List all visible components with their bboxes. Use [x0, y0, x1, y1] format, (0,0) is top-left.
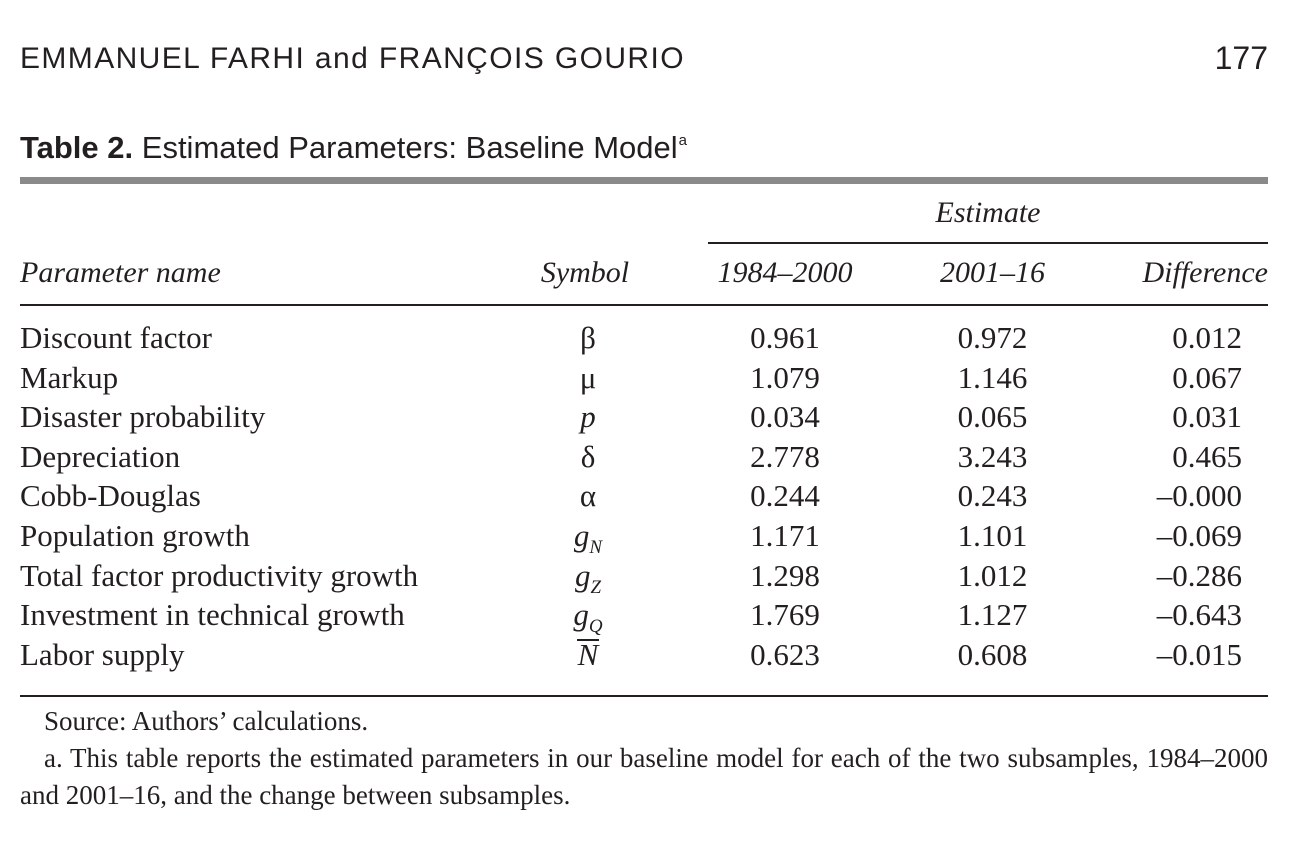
table-title-text: Estimated Parameters: Baseline Model	[141, 130, 678, 165]
table-title: Table 2. Estimated Parameters: Baseline …	[20, 130, 687, 166]
value-1984-2000: 1.298	[750, 557, 820, 593]
parameter-name: Markup	[20, 359, 119, 395]
parameter-name: Investment in technical growth	[20, 597, 405, 633]
parameter-name: Labor supply	[20, 636, 185, 672]
value-1984-2000: 0.623	[750, 636, 820, 672]
value-2001-16: 3.243	[957, 438, 1028, 474]
value-2001-16: 0.065	[957, 399, 1028, 435]
parameter-symbol: μ	[540, 360, 636, 396]
value-2001-16: 1.146	[957, 359, 1028, 395]
header-difference: Difference	[1142, 256, 1269, 289]
value-2001-16: 0.972	[957, 320, 1028, 355]
parameter-symbol: α	[540, 478, 636, 514]
value-difference: –0.643	[1156, 597, 1242, 633]
table-notes: Source: Authors’ calculations. a. This t…	[20, 703, 1268, 814]
symbol-glyph: p	[580, 399, 596, 435]
table-row: Total factor productivity growth gZ 1.298 1…	[0, 558, 1310, 598]
parameter-symbol: N	[540, 637, 636, 673]
parameter-name: Population growth	[20, 517, 250, 553]
value-1984-2000: 1.079	[750, 359, 820, 395]
symbol-glyph: g	[574, 557, 591, 593]
table-row: Markup μ 1.079 1.146 0.067	[0, 360, 1310, 400]
table-bottom-rule	[20, 695, 1268, 697]
value-2001-16: 0.243	[957, 478, 1028, 514]
symbol-subscript: N	[589, 536, 603, 558]
note-footnote-a: a. This table reports the estimated para…	[20, 743, 1268, 810]
value-difference: 0.012	[1172, 320, 1242, 355]
value-1984-2000: 0.034	[750, 399, 820, 435]
symbol-glyph: N	[576, 636, 600, 672]
value-difference: 0.031	[1172, 399, 1242, 435]
symbol-glyph: μ	[579, 359, 597, 395]
value-difference: –0.069	[1156, 517, 1242, 553]
parameter-symbol: gN	[540, 518, 636, 559]
parameter-name: Disaster probability	[20, 399, 266, 435]
value-1984-2000: 1.769	[750, 597, 820, 633]
parameter-symbol: gQ	[540, 597, 636, 638]
table-row: Labor supply N 0.623 0.608 –0.015	[0, 637, 1310, 677]
value-1984-2000: 2.778	[750, 438, 820, 474]
value-2001-16: 1.012	[957, 557, 1028, 593]
symbol-glyph: δ	[580, 438, 596, 474]
symbol-subscript: Q	[588, 616, 603, 638]
parameter-name: Total factor productivity growth	[20, 557, 419, 593]
value-difference: –0.015	[1156, 636, 1242, 672]
symbol-subscript: Z	[590, 576, 602, 598]
spanner-rule	[708, 242, 1268, 244]
table-row: Discount factor β 0.961 0.972 0.012	[0, 320, 1310, 360]
value-difference: –0.000	[1156, 478, 1242, 514]
value-difference: –0.286	[1156, 557, 1242, 593]
parameter-name: Cobb-Douglas	[20, 478, 201, 514]
table-top-rule	[20, 177, 1268, 184]
parameter-symbol: β	[540, 320, 636, 356]
symbol-glyph: g	[573, 597, 589, 633]
value-1984-2000: 0.244	[750, 478, 820, 514]
page-number: 177	[1214, 40, 1268, 76]
parameter-name: Depreciation	[20, 438, 181, 474]
parameter-symbol: gZ	[540, 558, 636, 599]
parameter-symbol: δ	[540, 439, 636, 475]
value-2001-16: 1.127	[957, 597, 1028, 633]
running-head-authors: EMMANUEL FARHI and FRANÇOIS GOURIO	[20, 42, 685, 75]
header-2001-16: 2001–16	[940, 256, 1045, 289]
note-source: Source: Authors’ calculations.	[44, 706, 369, 736]
header-parameter-name: Parameter name	[20, 256, 221, 289]
value-1984-2000: 0.961	[750, 320, 820, 355]
table-row: Population growth gN 1.171 1.101 –0.069	[0, 518, 1310, 558]
running-head: EMMANUEL FARHI and FRANÇOIS GOURIO 177	[20, 40, 1268, 84]
header-symbol: Symbol	[540, 256, 630, 289]
value-difference: 0.465	[1172, 438, 1242, 474]
header-1984-2000: 1984–2000	[717, 256, 853, 289]
table-body: Discount factor β 0.961 0.972 0.012 Markup μ 1.…	[0, 320, 1310, 676]
table-row: Cobb-Douglas α 0.244 0.243 –0.000	[0, 478, 1310, 518]
table-row: Investment in technical growth gQ 1.769 1.1…	[0, 597, 1310, 637]
header-rule	[20, 304, 1268, 306]
value-difference: 0.067	[1172, 359, 1242, 395]
table-title-footnote-mark: a	[678, 132, 687, 149]
value-2001-16: 0.608	[957, 636, 1028, 672]
symbol-glyph: α	[579, 478, 597, 514]
value-1984-2000: 1.171	[750, 517, 820, 553]
parameter-symbol: p	[540, 399, 636, 435]
table-label: Table 2.	[20, 130, 134, 165]
table-row: Depreciation δ 2.778 3.243 0.465	[0, 439, 1310, 479]
value-2001-16: 1.101	[957, 517, 1028, 553]
parameter-name: Discount factor	[20, 320, 212, 355]
symbol-glyph: g	[573, 517, 590, 553]
estimate-spanner-header: Estimate	[935, 196, 1041, 229]
table-row: Disaster probability p 0.034 0.065 0.031	[0, 399, 1310, 439]
symbol-glyph: β	[580, 320, 596, 355]
